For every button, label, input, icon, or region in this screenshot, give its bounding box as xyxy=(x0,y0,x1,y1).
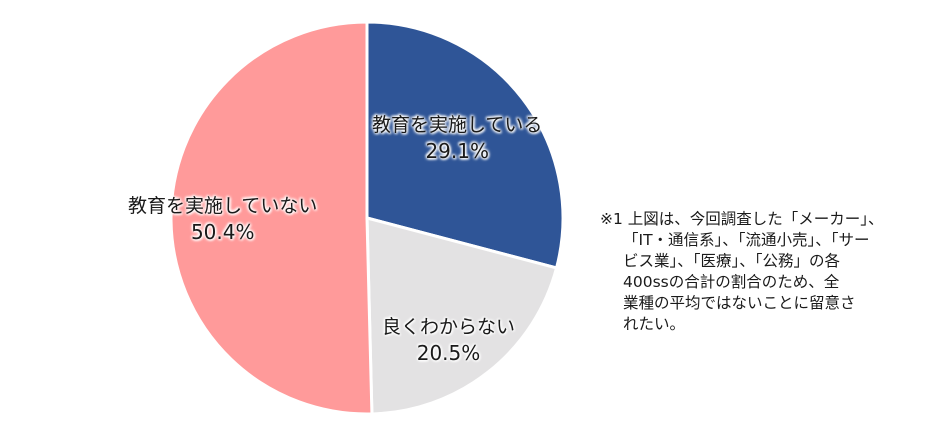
label-unknown-name: 良くわからない xyxy=(382,316,516,338)
slice-not-implemented xyxy=(169,20,374,416)
label-unknown-pct: 20.5% xyxy=(416,341,481,365)
slice-implemented xyxy=(365,20,565,270)
label-not-implemented-pct: 50.4% xyxy=(190,220,255,244)
footnote-line: ※1 上図は、今回調査した「メーカー」、 xyxy=(600,210,884,228)
footnote-line: 400ssの合計の割合のため、全 xyxy=(623,273,840,291)
label-implemented-pct: 29.1% xyxy=(425,139,489,163)
footnote-line: れたい。 xyxy=(623,315,686,333)
label-not-implemented-name: 教育を実施していない xyxy=(128,195,318,217)
label-implemented: 教育を実施している 29.1% xyxy=(372,112,542,164)
label-implemented-name: 教育を実施している xyxy=(372,114,543,136)
footnote-line: ビス業」、「医療」、「公務」の各 xyxy=(623,252,841,270)
label-not-implemented: 教育を実施していない 50.4% xyxy=(128,193,317,245)
footnote-line: 業種の平均ではないことに留意さ xyxy=(623,294,856,312)
footnote-line: 「IT・通信系」、「流通小売」、「サー xyxy=(623,231,870,249)
label-unknown: 良くわからない 20.5% xyxy=(382,314,515,366)
slice-unknown xyxy=(365,216,559,416)
footnote: ※1 上図は、今回調査した「メーカー」、 「IT・通信系」、「流通小売」、「サー… xyxy=(600,209,884,335)
